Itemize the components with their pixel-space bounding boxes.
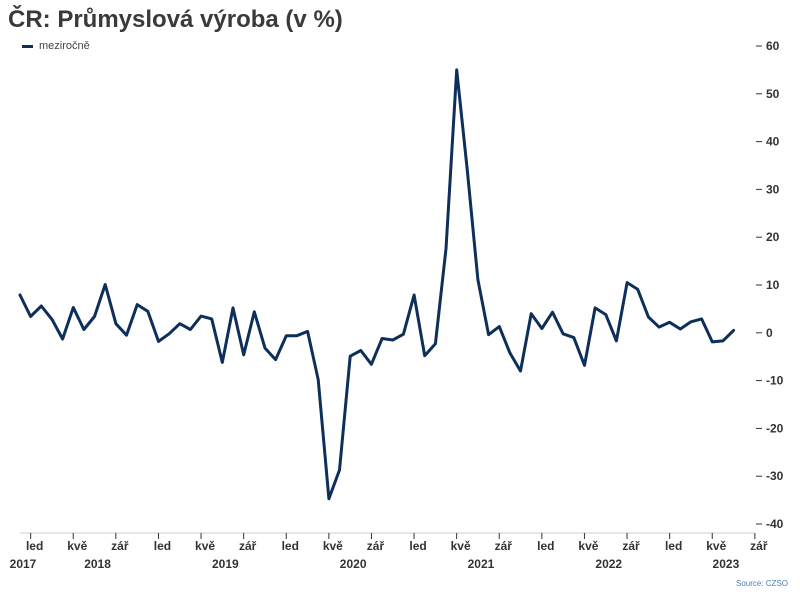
x-tick-label: kvě <box>451 539 471 553</box>
x-tick-label: led <box>26 539 43 553</box>
x-tick-label: led <box>154 539 171 553</box>
series-line <box>18 68 736 501</box>
x-year-label: 2023 <box>713 557 740 571</box>
y-tick-label: 20 <box>766 230 780 244</box>
legend-swatch <box>22 44 33 48</box>
y-tick-label: -30 <box>766 469 784 483</box>
source-note: Source: CZSO <box>735 579 788 588</box>
x-tick-label: kvě <box>67 539 87 553</box>
x-year-label: 2021 <box>468 557 495 571</box>
x-tick-label: zář <box>622 539 640 553</box>
y-tick-label: 10 <box>766 278 780 292</box>
x-tick-label: zář <box>111 539 129 553</box>
x-year-label: 2022 <box>595 557 622 571</box>
x-tick-label: kvě <box>578 539 598 553</box>
x-tick-label: led <box>537 539 554 553</box>
x-year-label: 2019 <box>212 557 239 571</box>
x-year-label: 2020 <box>340 557 367 571</box>
y-tick-label: 30 <box>766 182 780 196</box>
x-year-label: 2018 <box>84 557 111 571</box>
y-tick-label: 50 <box>766 87 780 101</box>
y-tick-label: -20 <box>766 421 784 435</box>
x-tick-label: zář <box>367 539 385 553</box>
x-tick-label: led <box>282 539 299 553</box>
chart-title: ČR: Průmyslová výroba (v %) <box>8 6 343 33</box>
x-tick-label: zář <box>495 539 513 553</box>
x-tick-label: zář <box>239 539 257 553</box>
legend-label: meziročně <box>39 40 90 52</box>
x-tick-label: kvě <box>323 539 343 553</box>
x-tick-label: kvě <box>706 539 726 553</box>
x-year-label: 2017 <box>10 557 37 571</box>
x-tick-label: led <box>409 539 426 553</box>
x-tick-label: zář <box>750 539 768 553</box>
legend: meziročně <box>22 40 90 52</box>
y-tick-label: -10 <box>766 374 784 388</box>
y-tick-label: -40 <box>766 517 784 531</box>
y-tick-label: 0 <box>766 326 773 340</box>
x-tick-label: kvě <box>195 539 215 553</box>
y-tick-label: 60 <box>766 39 780 53</box>
x-tick-label: led <box>665 539 682 553</box>
y-tick-label: 40 <box>766 135 780 149</box>
